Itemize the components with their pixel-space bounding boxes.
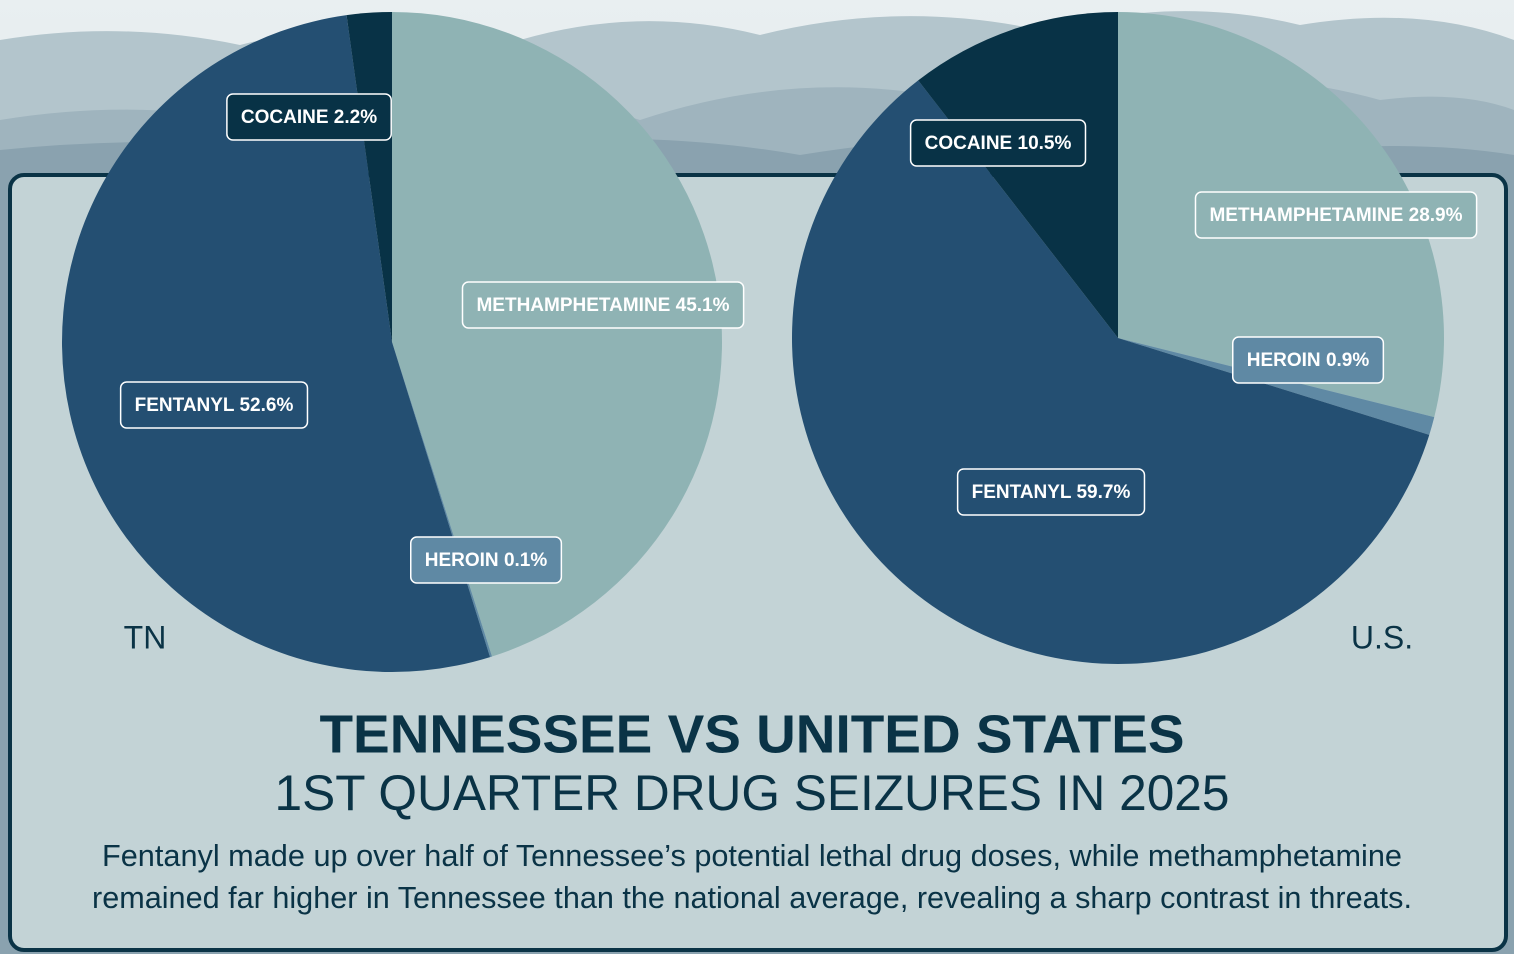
pie-slice [792,80,1430,664]
category-label: FENTANYL [135,395,235,416]
label-box [410,536,563,584]
chart-label: U.S. [1351,619,1413,655]
pie-slice [1118,338,1435,435]
pie-slice [918,12,1118,338]
label-text: HEROIN 0.1% [425,550,548,571]
category-label: FENTANYL [972,482,1072,503]
category-label: COCAINE [925,133,1013,154]
value-label: 0.9% [1326,350,1369,371]
label-text: METHAMPHETAMINE 28.9% [1209,205,1462,226]
category-label: HEROIN [1247,350,1321,371]
category-label: METHAMPHETAMINE [476,295,670,316]
category-label: METHAMPHETAMINE [1209,205,1403,226]
label-box [1194,191,1478,239]
value-label: 2.2% [334,107,377,128]
label-text: METHAMPHETAMINE 45.1% [476,295,729,316]
value-label: 0.1% [504,550,547,571]
chart-label: TN [124,619,167,655]
value-label: 45.1% [676,295,730,316]
label-box [1232,336,1385,384]
label-box [909,119,1087,167]
label-text: FENTANYL 59.7% [972,482,1131,503]
label-text: HEROIN 0.9% [1247,350,1370,371]
label-box [119,381,309,429]
value-label: 52.6% [239,395,293,416]
slice-label: COCAINE 10.5% [909,119,1087,167]
slice-label: HEROIN 0.9% [1232,336,1385,384]
slice-label: FENTANYL 59.7% [956,468,1146,516]
slice-label: HEROIN 0.1% [410,536,563,584]
slice-label: METHAMPHETAMINE 28.9% [1194,191,1478,239]
label-box [956,468,1146,516]
value-label: 28.9% [1409,205,1463,226]
pie-slice [392,12,722,657]
label-text: COCAINE 10.5% [925,133,1072,154]
slice-label: METHAMPHETAMINE 45.1% [461,281,745,329]
label-text: FENTANYL 52.6% [135,395,294,416]
slice-label: FENTANYL 52.6% [119,381,309,429]
title: TENNESSEE VS UNITED STATES [320,704,1185,764]
value-label: 10.5% [1018,133,1072,154]
description: remained far higher in Tennessee than th… [92,880,1412,915]
label-text: COCAINE 2.2% [241,107,377,128]
category-label: HEROIN [425,550,499,571]
pie-slice [61,15,491,673]
description: Fentanyl made up over half of Tennessee’… [102,838,1402,873]
value-label: 59.7% [1076,482,1130,503]
subtitle: 1ST QUARTER DRUG SEIZURES IN 2025 [275,765,1230,821]
category-label: COCAINE [241,107,329,128]
label-box [461,281,745,329]
slice-label: COCAINE 2.2% [226,93,392,141]
label-box [226,93,392,141]
